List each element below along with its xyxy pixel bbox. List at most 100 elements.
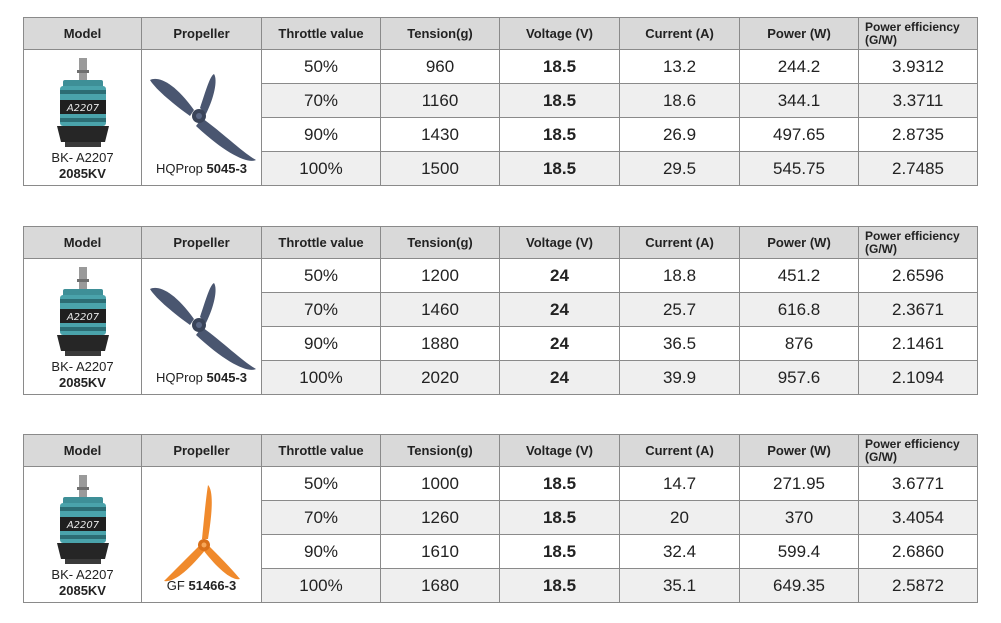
voltage-value: 18.5	[499, 151, 620, 186]
motor-image: A2207	[24, 263, 141, 361]
current-value: 14.7	[619, 466, 740, 501]
voltage-value: 18.5	[499, 83, 620, 118]
header-tension: Tension(g)	[380, 434, 500, 467]
header-efficiency: Power efficiency (G/W)	[858, 226, 978, 259]
header-tension: Tension(g)	[380, 17, 500, 50]
header-power: Power (W)	[739, 434, 859, 467]
voltage-value: 18.5	[499, 500, 620, 535]
header-power: Power (W)	[739, 226, 859, 259]
performance-table-3: Model Propeller Throttle value Tension(g…	[23, 434, 978, 603]
voltage-value: 18.5	[499, 466, 620, 501]
header-tension: Tension(g)	[380, 226, 500, 259]
tension-value: 2020	[380, 360, 500, 395]
tension-value: 1260	[380, 500, 500, 535]
efficiency-value: 3.9312	[858, 49, 978, 84]
current-value: 32.4	[619, 534, 740, 569]
tension-value: 960	[380, 49, 500, 84]
header-voltage: Voltage (V)	[499, 226, 620, 259]
propeller-model: 51466-3	[188, 578, 237, 593]
tension-value: 1160	[380, 83, 500, 118]
header-row: Model Propeller Throttle value Tension(g…	[23, 434, 978, 467]
model-kv: 2085KV	[59, 165, 106, 181]
svg-text:A2207: A2207	[65, 103, 99, 114]
header-current: Current (A)	[619, 17, 740, 50]
current-value: 39.9	[619, 360, 740, 395]
tension-value: 1460	[380, 292, 500, 327]
model-name: BK- A2207	[51, 358, 114, 374]
header-power: Power (W)	[739, 17, 859, 50]
power-value: 370	[739, 500, 859, 535]
motor-image: A2207	[24, 54, 141, 152]
throttle-value: 50%	[261, 258, 381, 293]
tension-value: 1200	[380, 258, 500, 293]
svg-text:A2207: A2207	[65, 520, 99, 531]
model-name: BK- A2207	[51, 566, 114, 582]
header-throttle: Throttle value	[261, 226, 381, 259]
tension-value: 1610	[380, 534, 500, 569]
current-value: 35.1	[619, 568, 740, 603]
efficiency-value: 3.3711	[858, 83, 978, 118]
efficiency-value: 2.1461	[858, 326, 978, 361]
power-value: 545.75	[739, 151, 859, 186]
header-propeller: Propeller	[141, 434, 262, 467]
model-name: BK- A2207	[51, 149, 114, 165]
table-row: 100% 1680 18.5 35.1 649.35 2.5872	[24, 568, 978, 603]
header-voltage: Voltage (V)	[499, 434, 620, 467]
model-cell: A2207 BK- A2207 2085KV	[23, 49, 142, 186]
tension-value: 1500	[380, 151, 500, 186]
model-kv: 2085KV	[59, 374, 106, 390]
throttle-value: 100%	[261, 568, 381, 603]
table-row: 70% 1260 18.5 20 370 3.4054	[24, 500, 978, 535]
efficiency-value: 2.7485	[858, 151, 978, 186]
model-cell: A2207 BK- A2207 2085KV	[23, 466, 142, 603]
header-row: Model Propeller Throttle value Tension(g…	[23, 226, 978, 259]
voltage-value: 24	[499, 292, 620, 327]
power-value: 344.1	[739, 83, 859, 118]
voltage-value: 18.5	[499, 49, 620, 84]
current-value: 18.8	[619, 258, 740, 293]
header-propeller: Propeller	[141, 226, 262, 259]
svg-text:A2207: A2207	[65, 312, 99, 323]
table-row: A2207 BK- A2207 2085KV	[23, 466, 978, 603]
throttle-value: 90%	[261, 534, 381, 569]
efficiency-value: 3.6771	[858, 466, 978, 501]
table-row: 100% 1500 18.5 29.5 545.75 2.7485	[24, 151, 978, 186]
table-row: 70% 1160 18.5 18.6 344.1 3.3711	[24, 83, 978, 118]
header-model: Model	[23, 434, 142, 467]
table-row: A2207 BK- A2207 2085KV	[23, 49, 978, 186]
efficiency-value: 3.4054	[858, 500, 978, 535]
throttle-value: 100%	[261, 360, 381, 395]
header-model: Model	[23, 17, 142, 50]
header-throttle: Throttle value	[261, 434, 381, 467]
tension-value: 1430	[380, 117, 500, 152]
voltage-value: 24	[499, 360, 620, 395]
tension-value: 1680	[380, 568, 500, 603]
efficiency-value: 2.3671	[858, 292, 978, 327]
efficiency-value: 2.1094	[858, 360, 978, 395]
throttle-value: 70%	[261, 292, 381, 327]
throttle-value: 50%	[261, 466, 381, 501]
header-model: Model	[23, 226, 142, 259]
navy-tri-blade-propeller-image	[142, 69, 261, 167]
efficiency-value: 2.6860	[858, 534, 978, 569]
propeller-brand: HQProp	[155, 370, 203, 385]
throttle-value: 70%	[261, 500, 381, 535]
header-current: Current (A)	[619, 434, 740, 467]
efficiency-value: 2.6596	[858, 258, 978, 293]
voltage-value: 24	[499, 326, 620, 361]
header-propeller: Propeller	[141, 17, 262, 50]
current-value: 18.6	[619, 83, 740, 118]
current-value: 20	[619, 500, 740, 535]
current-value: 36.5	[619, 326, 740, 361]
power-value: 451.2	[739, 258, 859, 293]
orange-tri-blade-propeller-image	[142, 483, 261, 587]
power-value: 497.65	[739, 117, 859, 152]
table-row: A2207 BK- A2207 2085KV	[23, 258, 978, 395]
header-current: Current (A)	[619, 226, 740, 259]
power-value: 271.95	[739, 466, 859, 501]
current-value: 13.2	[619, 49, 740, 84]
propeller-cell: HQProp 5045-3	[141, 49, 262, 186]
propeller-model: 5045-3	[206, 370, 248, 385]
navy-tri-blade-propeller-image	[142, 278, 261, 376]
performance-table-1: Model Propeller Throttle value Tension(g…	[23, 17, 978, 186]
